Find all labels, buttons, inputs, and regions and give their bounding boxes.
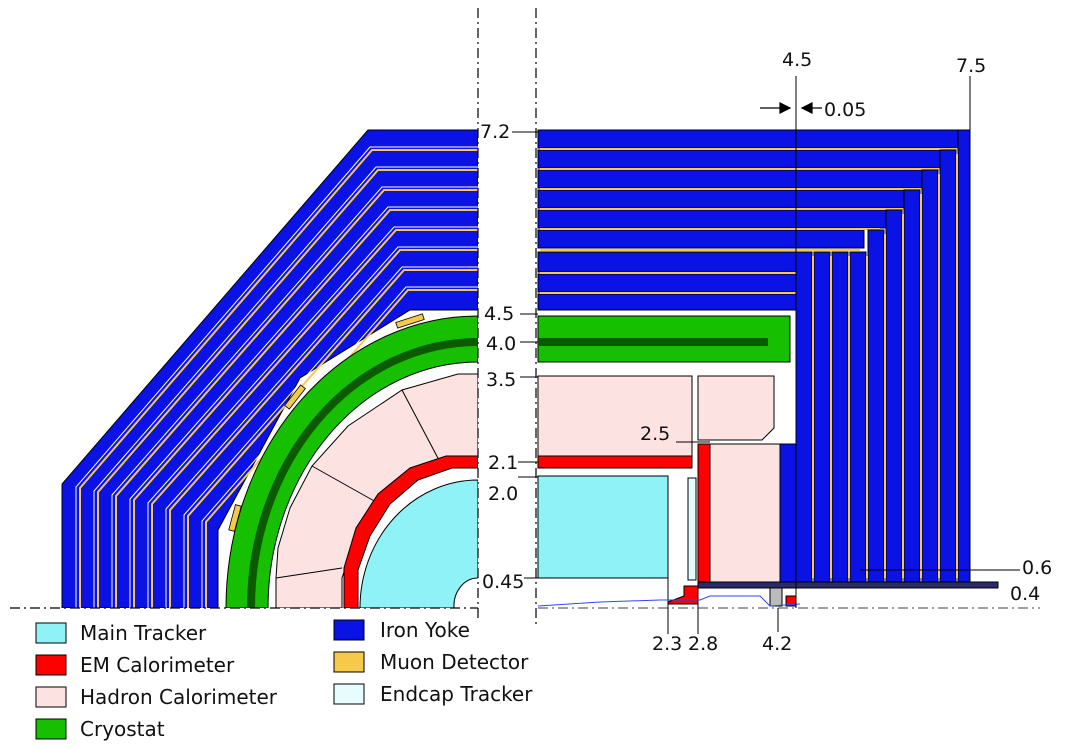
label-z-4-5: 4.5 xyxy=(782,49,812,71)
muon-lines-endcap xyxy=(812,154,958,578)
label-r-0-45: 0.45 xyxy=(482,571,524,593)
label-r-0-6: 0.6 xyxy=(1022,557,1052,579)
label-r-4-5: 4.5 xyxy=(484,303,514,325)
svg-text:Iron Yoke: Iron Yoke xyxy=(380,618,470,642)
muon-detector-segments-left xyxy=(228,313,425,532)
svg-text:Main Tracker: Main Tracker xyxy=(80,621,207,645)
legend-item-em-calorimeter: EM Calorimeter xyxy=(35,653,235,677)
axis-lines xyxy=(10,8,1040,628)
svg-text:EM Calorimeter: EM Calorimeter xyxy=(80,653,235,677)
beam-pipe-structures xyxy=(537,577,999,607)
legend-item-cryostat: Cryostat xyxy=(35,717,165,741)
label-z-7-5: 7.5 xyxy=(956,55,986,77)
svg-text:Muon Detector: Muon Detector xyxy=(380,650,529,674)
label-r-2-5: 2.5 xyxy=(640,423,670,445)
dimension-labels: 7.2 4.5 4.0 3.5 2.1 2.0 0.45 2.5 2.3 2.8… xyxy=(480,49,1052,655)
svg-text:Cryostat: Cryostat xyxy=(80,717,165,741)
label-r-7-2: 7.2 xyxy=(480,121,510,143)
main-tracker-right xyxy=(537,475,697,581)
main-tracker-left xyxy=(359,479,478,608)
muon-lines-right xyxy=(540,148,960,294)
side-view xyxy=(537,129,999,607)
em-calorimeter-left xyxy=(343,455,478,608)
legend-item-hadron-calorimeter: Hadron Calorimeter xyxy=(35,685,278,709)
legend-item-iron-yoke: Iron Yoke xyxy=(333,618,470,642)
label-r-2-1: 2.1 xyxy=(488,452,518,474)
svg-text:Hadron Calorimeter: Hadron Calorimeter xyxy=(80,685,278,709)
label-z-2-8: 2.8 xyxy=(688,633,718,655)
legend-item-endcap-tracker: Endcap Tracker xyxy=(333,682,533,706)
legend-item-main-tracker: Main Tracker xyxy=(35,621,207,645)
end-view-quarter xyxy=(61,129,478,608)
iron-yoke-barrel-left xyxy=(61,129,478,608)
label-r-2-0: 2.0 xyxy=(488,483,518,505)
hadron-calorimeter-right xyxy=(537,375,781,583)
label-gap-0-05: 0.05 xyxy=(824,99,866,121)
svg-text:Endcap Tracker: Endcap Tracker xyxy=(380,682,533,706)
label-r-3-5: 3.5 xyxy=(486,369,516,391)
cryostat-right xyxy=(537,315,791,363)
label-r-0-4: 0.4 xyxy=(1010,583,1040,605)
label-r-4-0: 4.0 xyxy=(486,333,516,355)
label-z-4-2: 4.2 xyxy=(762,633,792,655)
legend-item-muon-detector: Muon Detector xyxy=(333,650,529,674)
legend: Main Tracker EM Calorimeter Hadron Calor… xyxy=(35,618,533,741)
label-z-2-3: 2.3 xyxy=(652,633,682,655)
gap-arrows xyxy=(760,102,822,114)
em-calorimeter-right xyxy=(537,443,797,607)
